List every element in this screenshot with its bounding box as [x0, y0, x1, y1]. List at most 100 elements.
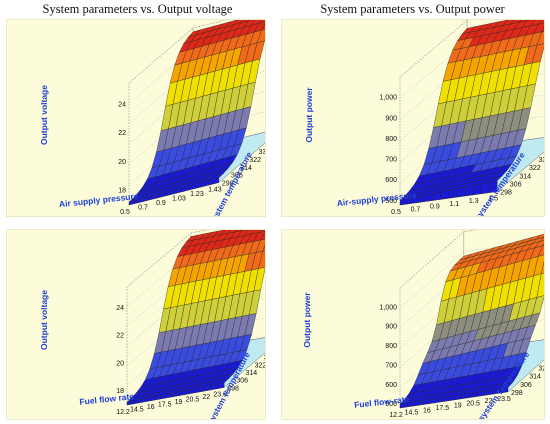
surface-skirt — [464, 185, 474, 197]
chart-panel-power-fuel: 12.214.51617.51920.52223.529830631432233… — [281, 218, 550, 423]
y-tick-label: 306 — [236, 378, 248, 385]
y-tick-label: 306 — [510, 181, 522, 188]
surface-mesh — [126, 216, 289, 406]
x-tick-label: 0.5 — [120, 209, 130, 216]
surface-skirt — [440, 190, 449, 200]
y-tick-label: 322 — [529, 165, 541, 172]
y-tick-label: 314 — [240, 165, 252, 172]
y-tick-label: 314 — [529, 374, 541, 381]
y-tick-label: 314 — [245, 370, 257, 377]
y-tick-label: 298 — [511, 390, 523, 397]
x-tick-label: 23.5 — [213, 391, 227, 398]
z-axis-label: Output voltage — [39, 290, 49, 350]
z-tick-label: 800 — [385, 136, 397, 143]
x-axis-label: Air-supply pressure — [336, 190, 417, 208]
surface-skirt — [476, 390, 486, 397]
x-tick-label: 0.5 — [391, 209, 401, 216]
x-tick-label: 0.9 — [156, 200, 166, 207]
z-tick-label: 900 — [385, 324, 397, 331]
x-tick-label: 0.7 — [411, 206, 421, 213]
x-tick-label: 1.5 — [488, 196, 498, 203]
x-tick-label: 0.7 — [138, 205, 148, 212]
surface-skirt — [456, 187, 465, 198]
x-tick-label: 22 — [202, 394, 210, 401]
x-tick-label: 14.5 — [130, 406, 144, 413]
y-tick-label: 306 — [231, 173, 243, 180]
z-tick-label: 1,000 — [379, 304, 397, 311]
x-tick-label: 12.2 — [389, 412, 403, 419]
x-tick-label: 20.5 — [186, 396, 200, 403]
surface-plot-power-vs-air-pressure: 0.50.70.91.11.31.52983063143223303383463… — [304, 8, 550, 222]
z-tick-label: 600 — [385, 177, 397, 184]
x-axis-label: Fuel flow rate — [79, 391, 135, 407]
y-tick-label: 306 — [520, 382, 532, 389]
x-tick-label: 0.9 — [430, 204, 440, 211]
chart-panel-voltage-fuel: 12.214.51617.51920.52223.529830631432233… — [6, 214, 303, 424]
z-tick-label: 500 — [385, 198, 397, 205]
z-tick-label: 18 — [116, 388, 124, 395]
chart-panel-power-air: 0.50.70.91.11.31.52983063143223303383463… — [281, 8, 550, 222]
z-tick-label: 700 — [385, 157, 397, 164]
surface-plot-power-vs-fuel-flow: 12.214.51617.51920.52223.529830631432233… — [302, 218, 550, 423]
tick-labels: 12.214.51617.51920.52223.529830631432233… — [379, 304, 550, 419]
z-tick-label: 700 — [385, 362, 397, 369]
chart-panel-voltage-air: 0.50.70.91.031.231.432983063143223303383… — [6, 5, 298, 227]
x-tick-label: 16 — [147, 404, 155, 411]
left-column-title: System parameters vs. Output voltage — [42, 2, 233, 16]
x-tick-label: 1.43 — [208, 187, 222, 194]
z-axis-label: Output power — [304, 87, 314, 143]
y-tick-label: 314 — [519, 173, 531, 180]
surface-skirt — [472, 183, 482, 196]
y-tick-label: 322 — [538, 366, 544, 373]
z-tick-label: 600 — [385, 382, 397, 389]
x-tick-label: 19 — [454, 403, 462, 410]
surface-plot-voltage-vs-air-pressure: 0.50.70.91.031.231.432983063143223303383… — [39, 5, 298, 227]
surface-skirt — [211, 177, 220, 185]
surface-mesh — [399, 232, 550, 409]
z-tick-label: 24 — [116, 305, 124, 312]
z-tick-label: 800 — [385, 343, 397, 350]
surface-mesh — [128, 7, 284, 206]
z-axis-label: Output power — [302, 292, 312, 348]
x-tick-label: 20.5 — [466, 400, 480, 407]
x-tick-label: 22 — [485, 398, 493, 405]
surface-skirt — [488, 180, 498, 193]
x-tick-label: 1.3 — [469, 198, 479, 205]
x-tick-label: 17.5 — [158, 401, 172, 408]
z-tick-label: 22 — [116, 333, 124, 340]
surface-plot-voltage-vs-fuel-flow: 12.214.51617.51920.52223.529830631432233… — [39, 214, 303, 424]
z-tick-label: 20 — [118, 159, 126, 166]
y-tick-label: 298 — [500, 190, 512, 197]
y-tick-label: 322 — [255, 362, 265, 369]
z-axis-label: Output voltage — [39, 85, 49, 145]
z-tick-label: 24 — [118, 102, 126, 109]
z-tick-label: 1,000 — [379, 95, 397, 102]
surface-skirt — [480, 182, 490, 195]
z-tick-label: 500 — [385, 401, 397, 408]
right-column-title: System parameters vs. Output power — [320, 2, 505, 16]
y-tick-label: 298 — [227, 385, 239, 392]
y-tick-label: 298 — [222, 181, 234, 188]
x-tick-label: 1.03 — [172, 196, 186, 203]
surface-skirt — [217, 382, 225, 389]
surface-skirt — [500, 387, 509, 394]
x-tick-label: 1.23 — [190, 191, 204, 198]
z-tick-label: 18 — [118, 188, 126, 195]
x-axis-label: Air supply pressure — [58, 191, 139, 209]
x-tick-label: 12.2 — [116, 409, 130, 416]
y-tick-label: 330 — [258, 149, 265, 156]
y-tick-label: 330 — [264, 355, 265, 362]
x-tick-label: 23.5 — [497, 396, 511, 403]
y-tick-label: 322 — [249, 157, 261, 164]
surface-skirt — [422, 399, 432, 405]
y-tick-label: 330 — [539, 157, 544, 164]
x-tick-label: 17.5 — [435, 405, 449, 412]
z-tick-label: 22 — [118, 130, 126, 137]
x-tick-label: 14.5 — [405, 410, 419, 417]
x-tick-label: 1.1 — [449, 201, 459, 208]
z-tick-label: 20 — [116, 360, 124, 367]
z-tick-label: 900 — [385, 115, 397, 122]
surface-skirt — [448, 188, 457, 199]
x-tick-label: 19 — [175, 399, 183, 406]
x-tick-label: 16 — [423, 407, 431, 414]
